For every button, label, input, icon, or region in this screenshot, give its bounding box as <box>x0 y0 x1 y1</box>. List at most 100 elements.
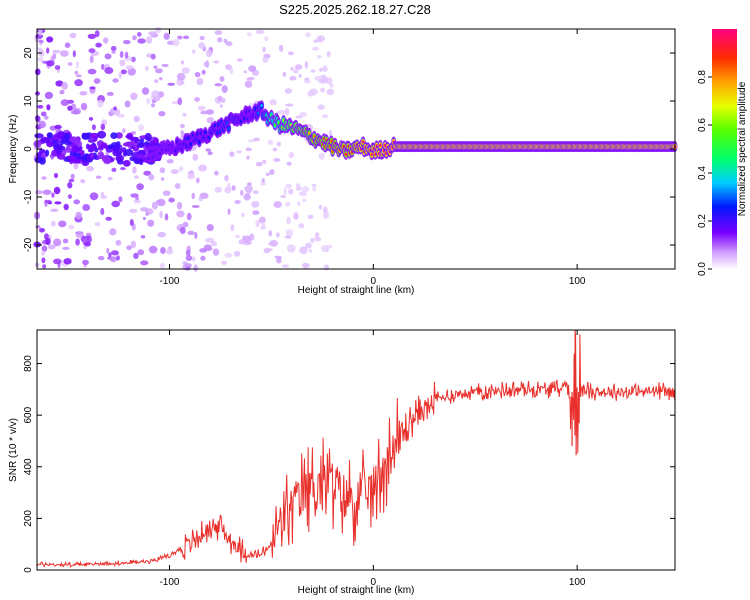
spectrogram-speckle <box>94 30 100 38</box>
spectrogram-speckle <box>113 106 117 111</box>
spectrogram-ridge-core <box>370 153 373 157</box>
spectrogram-speckle <box>73 199 80 205</box>
spectrogram-speckle <box>151 103 155 108</box>
spectrogram-speckle <box>186 212 192 221</box>
spectrogram-speckle <box>318 152 325 160</box>
spectrogram-speckle <box>214 83 222 87</box>
spectrogram-speckle <box>276 141 282 147</box>
spectrogram-speckle <box>290 66 295 71</box>
spectrogram-speckle <box>309 88 319 95</box>
spectrogram-band-blob <box>67 155 77 161</box>
spectrogram-speckle <box>60 50 69 57</box>
spectrogram-speckle <box>162 190 171 196</box>
spectrogram-speckle <box>80 179 86 184</box>
spectrogram-speckle <box>185 266 191 271</box>
spectrogram-speckle <box>69 32 77 39</box>
spectrogram-band-blob <box>124 149 134 156</box>
spectrogram-speckle <box>62 238 69 244</box>
spectrogram-band-blob <box>39 157 46 165</box>
spectrogram-speckle <box>295 185 302 191</box>
spectrogram-speckle <box>116 255 120 261</box>
spectrogram-speckle <box>103 37 109 44</box>
spectrogram-speckle <box>67 105 73 111</box>
spectrogram-speckle <box>255 29 265 35</box>
spectrogram-speckle <box>277 257 282 261</box>
spectrogram-speckle <box>328 129 333 136</box>
spectrogram-speckle <box>319 67 323 72</box>
spectrogram-speckle <box>329 83 334 88</box>
spectrogram-speckle <box>60 99 70 106</box>
spectrogram-speckle <box>59 89 65 95</box>
spectrogram-speckle <box>45 237 51 246</box>
spectrogram-band-blob <box>55 149 61 154</box>
spectrogram-speckle <box>213 60 220 64</box>
spectrogram-x-tick-label: -100 <box>159 276 179 287</box>
spectrogram-speckle <box>133 252 139 259</box>
spectrogram-speckle <box>151 201 158 210</box>
spectrogram-speckle <box>51 192 55 198</box>
spectrogram-speckle <box>238 239 246 245</box>
spectrogram-speckle <box>285 201 291 207</box>
spectrogram-speckle <box>38 39 44 44</box>
spectrogram-speckle <box>313 39 320 43</box>
spectrogram-speckle <box>285 229 294 237</box>
spectrogram-speckle <box>272 147 278 152</box>
spectrogram-speckle <box>39 228 45 233</box>
spectrogram-speckle <box>88 48 96 53</box>
spectrogram-speckle <box>50 208 59 212</box>
spectrogram-speckle <box>302 198 307 202</box>
spectrogram-speckle <box>85 232 92 236</box>
spectrogram-speckle <box>201 69 206 75</box>
spectrogram-speckle <box>75 211 83 220</box>
spectrogram-speckle <box>148 31 157 36</box>
spectrogram-speckle <box>246 155 250 160</box>
spectrogram-speckle <box>199 35 205 41</box>
colorbar-tick-label: 0.2 <box>697 214 708 228</box>
spectrogram-speckle <box>246 76 255 81</box>
spectrogram-x-tick-label: 0 <box>371 276 377 287</box>
spectrogram-speckle <box>192 256 196 262</box>
spectrogram-speckle <box>176 201 183 210</box>
spectrogram-speckle <box>35 68 41 76</box>
spectrogram-speckle <box>252 190 259 194</box>
spectrogram-band-blob <box>97 151 105 160</box>
spectrogram-speckle <box>124 51 129 59</box>
spectrogram-speckle <box>192 49 196 54</box>
spectrogram-speckle <box>177 35 183 40</box>
spectrogram-speckle <box>139 207 149 212</box>
spectrogram-speckle <box>305 32 311 38</box>
spectrogram-speckle <box>54 65 61 70</box>
spectrogram-speckle <box>294 64 303 70</box>
spectrogram-speckle <box>262 57 269 63</box>
spectrogram-speckle <box>67 181 73 189</box>
spectrogram-ridge-core <box>204 130 207 135</box>
spectrogram-speckle <box>194 72 201 78</box>
spectrogram-speckle <box>140 235 146 239</box>
spectrogram-speckle <box>118 196 123 203</box>
spectrogram-speckle <box>243 193 251 201</box>
snr-y-tick-label: 800 <box>23 355 34 372</box>
spectrogram-speckle <box>125 65 134 70</box>
spectrogram-speckle <box>164 213 169 221</box>
spectrogram-speckle <box>322 114 328 118</box>
spectrogram-speckle <box>282 264 289 268</box>
spectrogram-band-blob <box>144 132 152 141</box>
spectrogram-speckle <box>89 55 94 64</box>
spectrogram-speckle <box>273 157 281 163</box>
spectrogram-speckle <box>298 191 308 197</box>
spectrogram-y-tick-label: 10 <box>23 95 34 107</box>
spectrogram-speckle <box>303 79 311 84</box>
spectrogram-speckle <box>58 220 67 228</box>
spectrogram-band-blob <box>45 149 50 157</box>
spectrogram-speckle <box>285 183 292 189</box>
spectrogram-band-blob <box>53 143 63 152</box>
spectrogram-speckle <box>95 42 102 48</box>
spectrogram-ridge-core <box>260 104 263 108</box>
spectrogram-speckle <box>229 67 234 75</box>
spectrogram-speckle <box>297 201 301 206</box>
spectrogram-speckle <box>247 32 252 37</box>
spectrogram-ridge-core <box>227 126 230 131</box>
spectrogram-speckle <box>87 68 97 75</box>
spectrogram-speckle <box>307 214 314 219</box>
spectrogram-speckle <box>221 85 228 94</box>
